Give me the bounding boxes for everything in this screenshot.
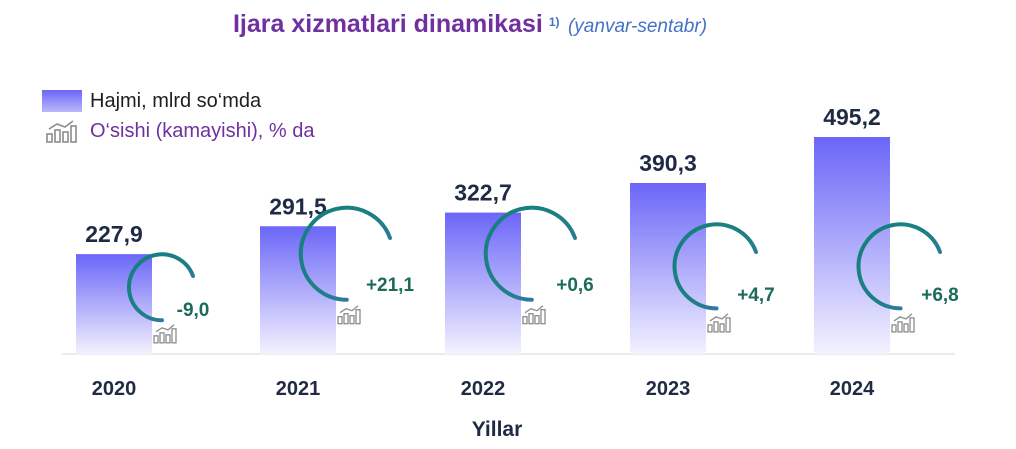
bar-2021 [260,226,336,354]
legend: Hajmi, mlrd so‘mda O‘sishi (kamayishi), … [42,86,315,146]
growth-ring-2021 [298,205,392,302]
bar-value-label-2020: 227,9 [85,221,143,247]
legend-bar-swatch [42,90,82,112]
growth-value-label-2022: +0,6 [556,275,594,296]
growth-chart-icon [153,324,177,344]
growth-value-label-2020: -9,0 [177,300,210,321]
x-axis-title: Yillar [472,418,523,441]
growth-value-label-2024: +6,8 [921,285,959,306]
growth-chart-icon [337,305,361,325]
bar-value-label-2022: 322,7 [454,180,512,206]
legend-label-volume: Hajmi, mlrd so‘mda [90,89,262,112]
growth-ring-2023 [672,222,758,311]
x-tick-label-2020: 2020 [92,378,137,400]
bar-2024 [814,137,890,354]
bar-value-label-2021: 291,5 [269,193,327,219]
x-tick-label-2023: 2023 [646,378,691,400]
growth-chart-icon [891,313,915,333]
growth-value-label-2023: +4,7 [737,285,775,306]
title-main: Ijara xizmatlari dinamikasi [232,10,543,38]
bar-2023 [630,182,706,354]
growth-ring-2022 [483,205,577,302]
legend-item-volume: Hajmi, mlrd so‘mda [42,86,315,116]
bar-value-label-2024: 495,2 [823,104,881,130]
x-tick-label-2024: 2024 [830,378,875,400]
growth-ring-2024 [856,222,942,311]
growth-chart-icon [46,120,77,143]
growth-chart-icon [522,305,546,325]
legend-label-growth: O‘sishi (kamayishi), % da [90,119,315,142]
legend-item-growth: O‘sishi (kamayishi), % da [42,116,315,146]
growth-ring-2020 [127,252,195,323]
x-tick-label-2022: 2022 [461,378,506,400]
title-footnote-marker: 1) [548,14,560,29]
x-tick-label-2021: 2021 [276,378,321,400]
bar-value-label-2023: 390,3 [639,150,697,176]
growth-value-label-2021: +21,1 [366,275,415,296]
title-period: (yanvar-sentabr) [567,16,708,37]
growth-chart-icon [707,313,731,333]
bar-2022 [445,212,521,354]
bar-2020 [76,254,152,354]
chart-title: Ijara xizmatlari dinamikasi 1) (yanvar-se… [0,10,940,39]
